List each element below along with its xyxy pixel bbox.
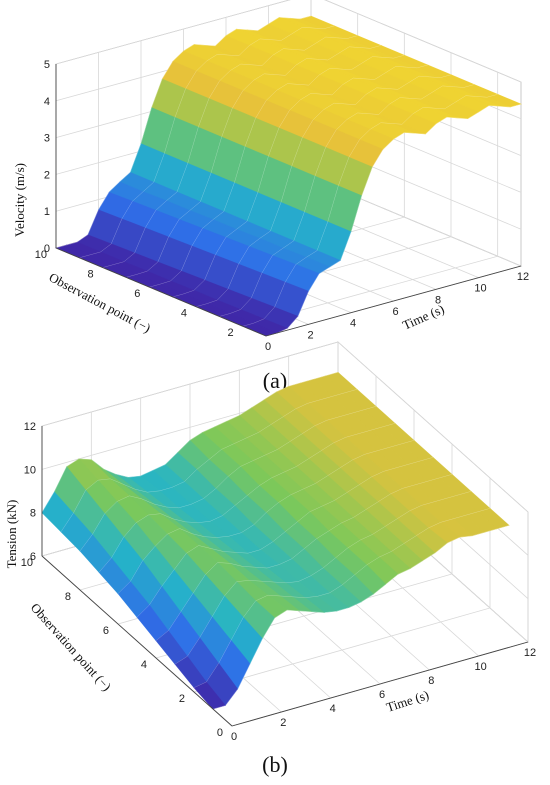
panel-b-grid-z <box>41 341 529 513</box>
panel-a-mesh-line <box>149 54 405 288</box>
panel-a-z-tick-label: 5 <box>44 59 50 71</box>
panel-a-x-tick-label: 6 <box>392 306 398 318</box>
panel-b-z-tick-label: 10 <box>24 464 36 476</box>
panel-a-z-tick-label: 2 <box>44 169 50 181</box>
panel-b-ylabel: Observation point (−) <box>28 600 115 694</box>
panel-b-mesh-line <box>155 474 453 641</box>
panel-b-z-tick-label: 8 <box>30 508 36 520</box>
panel-a-zlabel: Velocity (m/s) <box>12 163 27 237</box>
panel-a-mesh-line <box>55 15 312 249</box>
panel-a-mesh-line <box>195 74 452 307</box>
panel-a-mesh-line <box>125 45 382 278</box>
panel-b-mesh-line <box>60 389 358 532</box>
panel-b-z-tick-label: 12 <box>24 421 36 433</box>
panel-a-grid-z <box>55 0 522 83</box>
panel-b-x-tick-label: 12 <box>524 647 536 659</box>
panel-a-mesh-line <box>265 103 522 337</box>
panel-b-y-tick-label: 8 <box>65 591 71 603</box>
panel-b-x-tick-label: 10 <box>475 661 487 673</box>
panel-a-y-tick-label: 8 <box>88 269 94 281</box>
panel-b-mesh-line <box>98 423 396 573</box>
panel-b-y-tick-label: 4 <box>141 659 147 671</box>
panel-b-x-axis <box>231 641 529 727</box>
panel-a-mesh-line <box>102 35 358 268</box>
panel-a-mesh-line <box>79 25 335 259</box>
panel-a-y-tick-label: 2 <box>228 327 234 339</box>
panel-a-x-axis <box>265 265 522 337</box>
panel-a-y-tick-label: 10 <box>35 249 47 261</box>
panel-a-x-tick-label: 8 <box>435 294 441 306</box>
panel-a-x-tick-label: 0 <box>265 341 271 353</box>
panel-b-zlabel: Tension (kN) <box>4 500 19 569</box>
panel-b-surface-patch <box>193 681 226 710</box>
panel-a-y-tick-label: 4 <box>181 308 187 320</box>
panel-a-xlabel: Time (s) <box>400 301 446 333</box>
panel-b-mesh-line <box>79 406 377 552</box>
panel-b-mesh-line <box>41 372 339 513</box>
panel-b-y-axis <box>41 555 233 727</box>
panel-a-y-tick-label: 6 <box>134 288 140 300</box>
panel-a-x-tick-label: 2 <box>307 329 313 341</box>
panel-b-mesh-line <box>174 491 472 665</box>
panel-b-y-tick-label: 2 <box>179 693 185 705</box>
panel-b-x-tick-label: 0 <box>231 731 237 743</box>
panel-b-xlabel: Time (s) <box>384 687 430 715</box>
panel-b-y-tick-label: 6 <box>103 625 109 637</box>
panel-a-z-tick-label: 4 <box>44 96 50 108</box>
panel-b-x-tick-label: 6 <box>379 689 385 701</box>
panel-b-x-tick-label: 2 <box>280 717 286 729</box>
panel-b-x-tick-label: 8 <box>428 675 434 687</box>
panel-b-mesh-line <box>136 457 434 618</box>
panel-a-mesh-line <box>242 94 498 327</box>
panel-a-x-tick-label: 10 <box>474 283 486 295</box>
panel-a-x-tick-label: 12 <box>517 271 529 283</box>
panel-b-mesh-line <box>212 525 510 710</box>
panel-b-caption: (b) <box>262 752 288 777</box>
panel-b-y-tick-label: 0 <box>217 727 223 739</box>
panel-b-mesh-line <box>117 440 415 594</box>
panel-a-z-tick-label: 3 <box>44 133 50 145</box>
panel-a-z-tick-label: 0 <box>44 243 50 255</box>
panel-a-x-tick-label: 4 <box>350 318 356 330</box>
panel-b-z-tick-label: 6 <box>30 551 36 563</box>
panel-a-mesh-line <box>219 84 475 317</box>
panel-a-z-tick-label: 1 <box>44 206 50 218</box>
panel-a-mesh-line <box>172 64 428 298</box>
panel-b-y-tick-label: 10 <box>21 557 33 569</box>
panel-b-mesh-line <box>193 508 491 688</box>
panel-b-x-tick-label: 4 <box>330 703 336 715</box>
panel-a-y-axis <box>55 247 267 337</box>
